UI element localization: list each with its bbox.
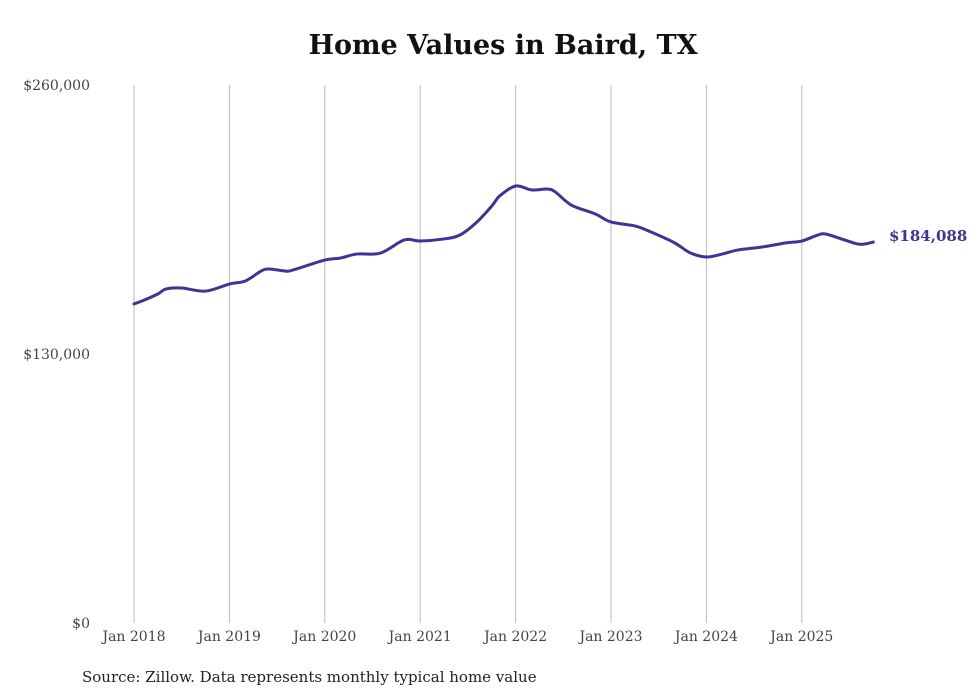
y-tick-label: $130,000: [23, 347, 90, 363]
end-value-label: $184,088: [889, 227, 967, 245]
series-line: [132, 184, 875, 306]
x-tick-label: Jan 2024: [673, 629, 738, 645]
y-tick-label: $0: [72, 616, 90, 632]
x-tick-label: Jan 2022: [482, 629, 547, 645]
x-tick-label: Jan 2020: [291, 629, 356, 645]
x-tick-label: Jan 2021: [387, 629, 452, 645]
x-tick-label: Jan 2023: [577, 629, 642, 645]
y-tick-label: $260,000: [23, 78, 90, 94]
chart-title: Home Values in Baird, TX: [308, 30, 698, 61]
source-note: Source: Zillow. Data represents monthly …: [82, 668, 537, 686]
x-tick-label: Jan 2025: [768, 629, 833, 645]
x-tick-label: Jan 2018: [100, 629, 165, 645]
x-tick-label: Jan 2019: [196, 629, 261, 645]
